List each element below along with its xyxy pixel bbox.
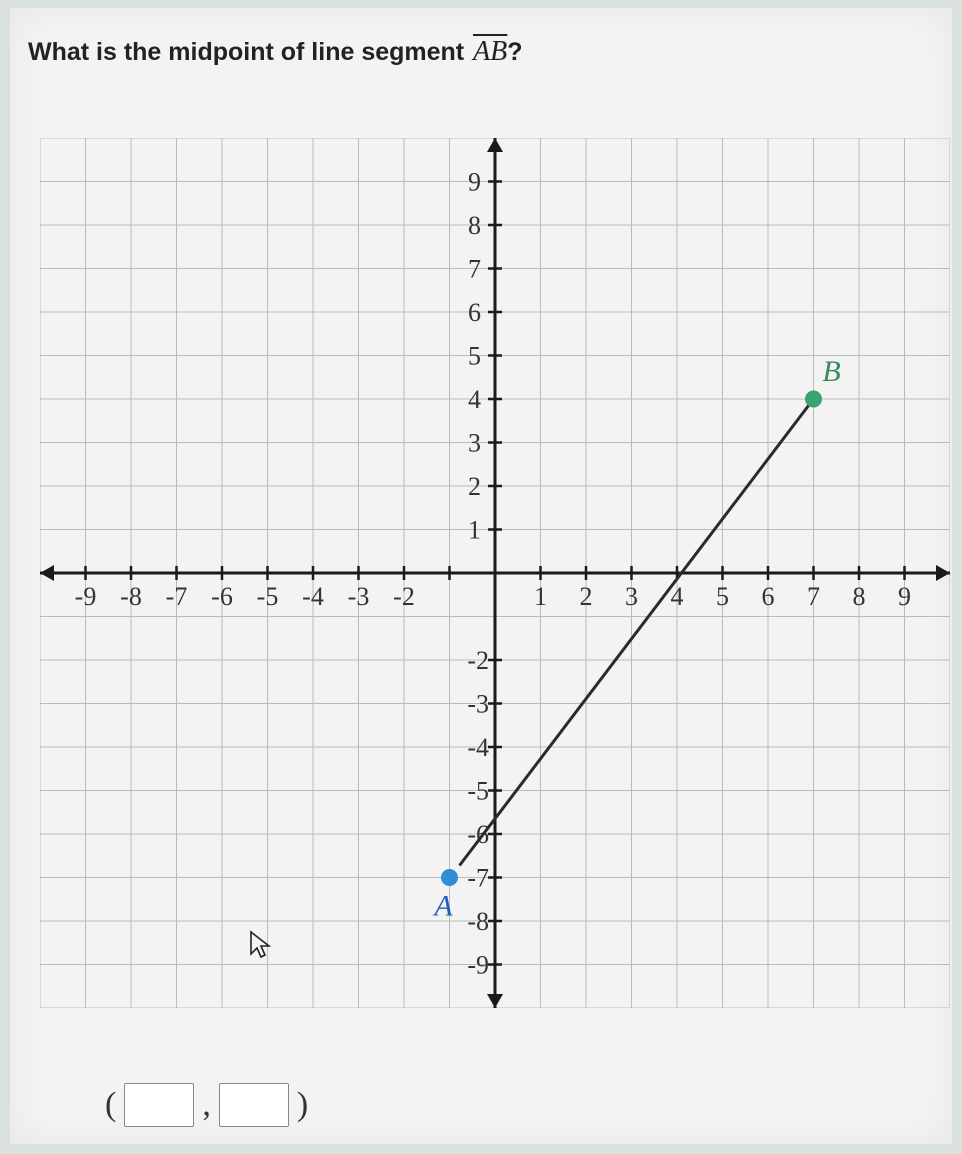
svg-text:-6: -6 bbox=[211, 582, 233, 611]
svg-text:4: 4 bbox=[468, 385, 481, 414]
svg-text:5: 5 bbox=[716, 582, 729, 611]
svg-text:-6: -6 bbox=[467, 820, 489, 849]
segment-label: AB bbox=[473, 36, 507, 67]
svg-text:3: 3 bbox=[625, 582, 638, 611]
question-prefix: What is the midpoint of line segment bbox=[28, 38, 471, 66]
svg-text:A: A bbox=[432, 890, 453, 923]
worksheet-paper: What is the midpoint of line segment AB?… bbox=[10, 8, 952, 1144]
svg-text:-7: -7 bbox=[166, 582, 188, 611]
svg-text:1: 1 bbox=[534, 582, 547, 611]
svg-text:B: B bbox=[822, 355, 840, 388]
svg-text:7: 7 bbox=[807, 582, 820, 611]
svg-text:-4: -4 bbox=[467, 733, 489, 762]
svg-text:-2: -2 bbox=[467, 646, 489, 675]
svg-text:-9: -9 bbox=[75, 582, 97, 611]
svg-text:6: 6 bbox=[468, 298, 481, 327]
answer-y-input[interactable] bbox=[219, 1083, 289, 1127]
answer-row: ( , ) bbox=[105, 1083, 308, 1127]
answer-x-input[interactable] bbox=[124, 1083, 194, 1127]
svg-text:3: 3 bbox=[468, 429, 481, 458]
svg-text:-4: -4 bbox=[302, 582, 324, 611]
svg-text:-5: -5 bbox=[467, 777, 489, 806]
svg-text:5: 5 bbox=[468, 342, 481, 371]
svg-text:-5: -5 bbox=[257, 582, 279, 611]
svg-text:9: 9 bbox=[468, 168, 481, 197]
svg-text:-9: -9 bbox=[467, 951, 489, 980]
svg-text:-8: -8 bbox=[120, 582, 142, 611]
svg-text:2: 2 bbox=[580, 582, 593, 611]
answer-separator: , bbox=[202, 1086, 211, 1124]
svg-text:-2: -2 bbox=[393, 582, 415, 611]
question-suffix: ? bbox=[507, 38, 522, 66]
svg-text:7: 7 bbox=[468, 255, 481, 284]
question-text: What is the midpoint of line segment AB? bbox=[28, 36, 523, 68]
coordinate-grid: -9-8-7-6-5-4-3-2123456789123456789-2-3-4… bbox=[40, 138, 950, 1008]
svg-text:2: 2 bbox=[468, 472, 481, 501]
svg-text:8: 8 bbox=[853, 582, 866, 611]
svg-text:8: 8 bbox=[468, 211, 481, 240]
paren-close: ) bbox=[297, 1086, 308, 1124]
mouse-cursor-icon bbox=[248, 930, 274, 968]
svg-text:-3: -3 bbox=[467, 690, 489, 719]
svg-text:1: 1 bbox=[468, 516, 481, 545]
svg-text:9: 9 bbox=[898, 582, 911, 611]
svg-text:6: 6 bbox=[762, 582, 775, 611]
paren-open: ( bbox=[105, 1086, 116, 1124]
svg-text:-8: -8 bbox=[467, 907, 489, 936]
svg-text:-3: -3 bbox=[348, 582, 370, 611]
svg-text:-7: -7 bbox=[467, 864, 489, 893]
